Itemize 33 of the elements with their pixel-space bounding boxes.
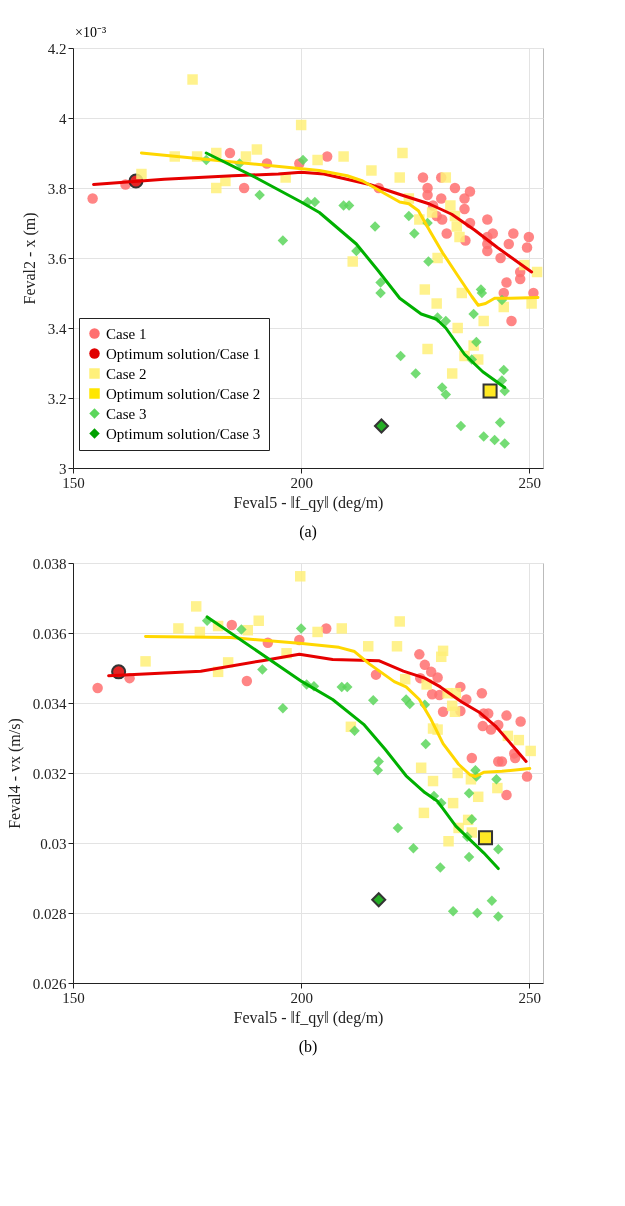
legend-label: Optimum solution/Case 1 — [106, 345, 261, 362]
y-tick-label: 3 — [59, 460, 67, 477]
legend-label: Optimum solution/Case 2 — [106, 385, 261, 402]
y-axis-title: Feval4 - vx (m/s) — [5, 718, 24, 829]
y-tick-label: 0.03 — [40, 835, 67, 852]
y-tick-label: 3.6 — [47, 250, 67, 267]
y-tick-label: 4 — [59, 110, 67, 127]
x-tick-label: 150 — [62, 474, 85, 491]
y-tick-label: 3.2 — [47, 390, 67, 407]
y-tick-label: 3.8 — [47, 180, 67, 197]
x-axis-title: Feval5 - ‖f_qy‖ (deg/m) — [233, 493, 384, 512]
x-tick-label: 250 — [518, 989, 542, 1006]
text: (a) — [299, 523, 317, 541]
x-tick-label: 200 — [290, 474, 313, 491]
y-tick-label: 0.036 — [32, 625, 67, 642]
y-tick-label: 0.026 — [32, 975, 67, 992]
y-tick-label: 0.028 — [32, 905, 67, 922]
legend-label: Case 1 — [106, 325, 147, 342]
y-tick-label: 0.032 — [32, 765, 67, 782]
y-tick-label: 0.038 — [32, 555, 67, 572]
text: (b) — [298, 1038, 318, 1056]
y-tick-label: 3.4 — [47, 320, 67, 337]
x-tick-label: 150 — [62, 989, 85, 1006]
legend-label: Optimum solution/Case 3 — [106, 425, 261, 442]
x-axis-title: Feval5 - ‖f_qy‖ (deg/m) — [233, 1008, 384, 1027]
x-tick-label: 250 — [518, 474, 542, 491]
text: ×10⁻³ — [75, 25, 107, 40]
legend-label: Case 2 — [106, 365, 147, 382]
x-tick-label: 200 — [290, 989, 313, 1006]
y-axis-title: Feval2 - x (m) — [20, 212, 39, 305]
y-tick-label: 4.2 — [47, 40, 67, 57]
y-tick-label: 0.034 — [32, 695, 67, 712]
legend-label: Case 3 — [106, 405, 147, 422]
